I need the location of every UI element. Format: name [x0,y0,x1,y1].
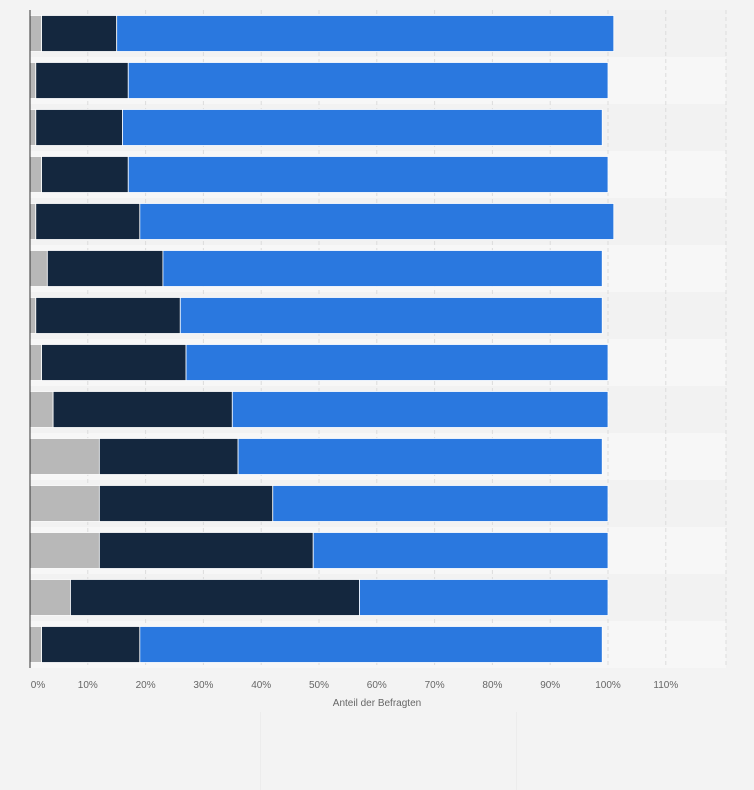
bar-segment [29,532,100,569]
x-tick-label: 20% [136,680,156,691]
bar-segment [35,109,123,146]
stacked-bar-chart: 0% 10% 20% 30% 40% 50% 60% 70% 80% 90% 100% 110% An… [29,10,727,709]
bar-segment [127,156,609,193]
x-tick-label: 90% [540,680,560,691]
bar-segment [41,15,118,52]
x-tick-label: 100% [595,680,621,691]
bar-segment [29,344,42,381]
bar-segment [185,344,609,381]
x-tick-label: 50% [309,680,329,691]
bar-segment [29,250,48,287]
bar-segment [162,250,603,287]
x-tick-label: 110% [653,680,678,691]
bar-segment [29,15,42,52]
bar-segment [29,297,37,334]
bar-segment [29,203,37,240]
bar-segment [35,203,141,240]
x-tick-label: 10% [78,680,98,691]
bar-segment [35,297,181,334]
bar-segment [272,485,609,522]
bar-segment [29,109,37,146]
legend-divider [516,712,517,790]
x-tick-label: 0% [31,680,46,691]
x-tick-label: 30% [193,680,213,691]
bar-segment [29,62,37,99]
bar-segment [29,579,71,616]
bar-segment [139,626,603,663]
legend-area [0,712,754,790]
bar-segment [139,203,615,240]
bar-segment [237,438,603,475]
legend-divider [260,712,261,790]
bar-segment [98,532,314,569]
x-axis-ticks: 0% 10% 20% 30% 40% 50% 60% 70% 80% 90% 100% 110% [31,680,679,691]
bar-segment [41,156,129,193]
bar-segment [29,485,100,522]
bar-segment [35,62,129,99]
bar-segment [127,62,609,99]
bar-segment [359,579,609,616]
x-tick-label: 60% [367,680,387,691]
bar-segment [29,391,54,428]
bar-segment [29,626,42,663]
x-axis-title: Anteil der Befragten [333,698,421,709]
row-bands [30,10,726,668]
bars [29,15,615,663]
bar-segment [116,15,615,52]
bar-segment [41,626,141,663]
bar-segment [98,485,274,522]
bar-segment [312,532,609,569]
bar-segment [41,344,187,381]
x-tick-label: 40% [251,680,271,691]
bar-segment [122,109,603,146]
x-tick-label: 80% [482,680,502,691]
bar-segment [29,156,42,193]
bar-segment [179,297,603,334]
bar-segment [70,579,360,616]
x-tick-label: 70% [425,680,445,691]
bar-segment [52,391,233,428]
bar-segment [98,438,239,475]
bar-segment [231,391,609,428]
bar-segment [29,438,100,475]
bar-segment [46,250,164,287]
